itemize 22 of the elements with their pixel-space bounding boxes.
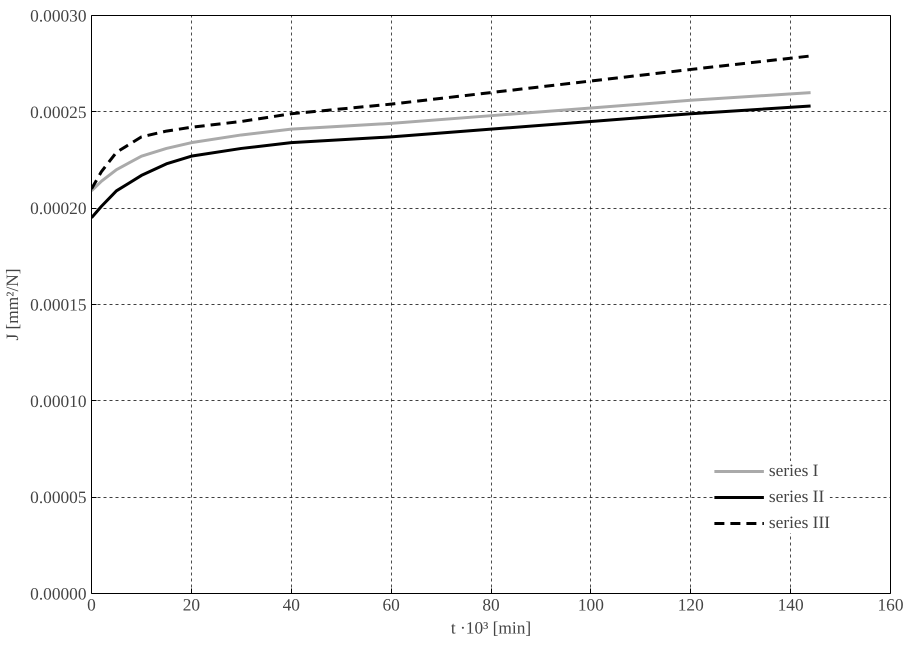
y-tick-label: 0.00005 (30, 488, 87, 508)
x-tick-label: 100 (578, 596, 604, 614)
line-series (92, 91, 812, 192)
y-tick-label: 0.00030 (30, 6, 87, 26)
x-axis-title: t ·10³ [min] (450, 618, 532, 638)
legend-label: series II (768, 487, 824, 507)
y-tick-label: 0.00025 (30, 102, 87, 122)
legend-label: series I (768, 461, 818, 481)
legend-label: series III (768, 513, 830, 533)
x-tick-label: 160 (878, 596, 904, 614)
y-tick-label: 0.00020 (30, 199, 87, 218)
y-tick-label: 0.00015 (30, 296, 87, 314)
x-tick-label: 140 (778, 596, 804, 614)
x-tick-label: 40 (282, 596, 300, 614)
y-axis-title: J [mm²/N] (3, 268, 22, 341)
y-tick-label: 0.00010 (30, 392, 87, 411)
x-tick-label: 20 (182, 596, 200, 614)
x-tick-label: 80 (482, 596, 500, 614)
y-tick-label: 0.00000 (30, 584, 87, 604)
x-tick-label: 120 (678, 596, 704, 614)
x-tick-label: 0 (87, 596, 96, 614)
x-tick-label: 60 (382, 596, 400, 614)
